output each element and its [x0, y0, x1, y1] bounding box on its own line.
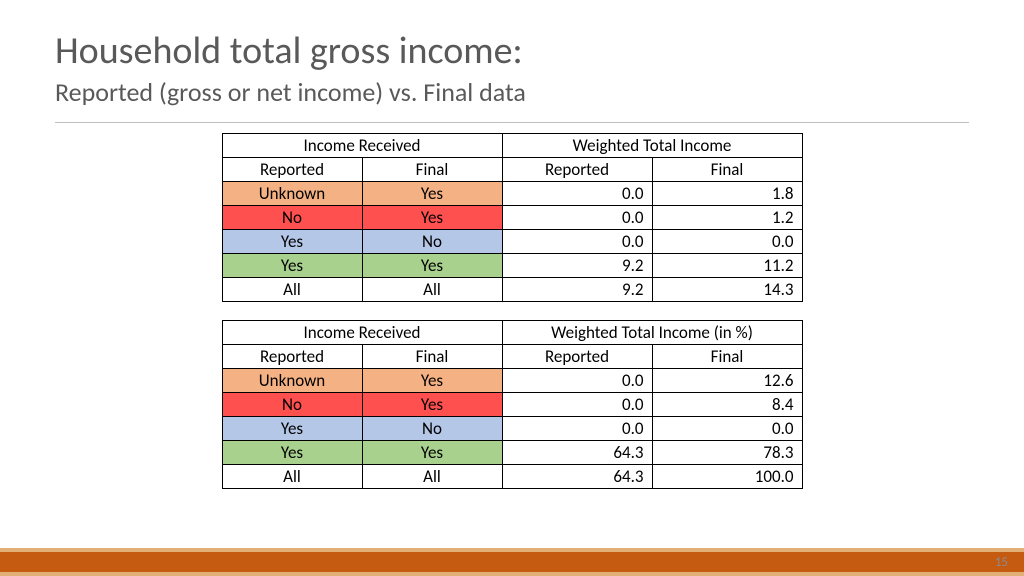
subheader-final: Final [652, 158, 802, 182]
header-weighted-total: Weighted Total Income [502, 134, 802, 158]
table-row: All All 9.2 14.3 [222, 278, 802, 302]
table-row: Yes No 0.0 0.0 [222, 417, 802, 441]
cell-value: 9.2 [502, 278, 652, 302]
cell-label: Yes [362, 254, 502, 278]
footer-bar [0, 548, 1024, 576]
subheader-reported: Reported [222, 158, 362, 182]
income-table-absolute: Income Received Weighted Total Income Re… [222, 133, 803, 302]
subheader-reported: Reported [222, 345, 362, 369]
cell-label: No [362, 417, 502, 441]
subheader-final: Final [652, 345, 802, 369]
cell-label: Yes [362, 369, 502, 393]
cell-value: 0.0 [502, 393, 652, 417]
cell-label: Yes [362, 441, 502, 465]
subheader-final: Final [362, 345, 502, 369]
table-row: All All 64.3 100.0 [222, 465, 802, 489]
cell-value: 14.3 [652, 278, 802, 302]
cell-value: 0.0 [652, 230, 802, 254]
header-income-received: Income Received [222, 321, 502, 345]
footer-bar-inner [0, 552, 1024, 572]
cell-value: 0.0 [502, 369, 652, 393]
cell-value: 0.0 [652, 417, 802, 441]
cell-label: Yes [362, 182, 502, 206]
cell-value: 64.3 [502, 441, 652, 465]
cell-value: 12.6 [652, 369, 802, 393]
subheader-reported: Reported [502, 345, 652, 369]
cell-value: 9.2 [502, 254, 652, 278]
cell-label: Unknown [222, 369, 362, 393]
cell-label: All [362, 465, 502, 489]
cell-label: All [222, 465, 362, 489]
table-row: Yes Yes 64.3 78.3 [222, 441, 802, 465]
cell-value: 78.3 [652, 441, 802, 465]
cell-label: Yes [222, 230, 362, 254]
table-row: Yes Yes 9.2 11.2 [222, 254, 802, 278]
cell-value: 64.3 [502, 465, 652, 489]
cell-value: 100.0 [652, 465, 802, 489]
title-rule [55, 122, 969, 123]
slide-title: Household total gross income: [55, 28, 969, 74]
cell-label: Yes [222, 441, 362, 465]
cell-label: Yes [222, 417, 362, 441]
cell-value: 0.0 [502, 206, 652, 230]
table-row: Unknown Yes 0.0 1.8 [222, 182, 802, 206]
cell-label: Yes [362, 393, 502, 417]
table-row: Unknown Yes 0.0 12.6 [222, 369, 802, 393]
cell-label: Yes [222, 254, 362, 278]
cell-value: 11.2 [652, 254, 802, 278]
slide-subtitle: Reported (gross or net income) vs. Final… [55, 76, 969, 108]
header-income-received: Income Received [222, 134, 502, 158]
subheader-final: Final [362, 158, 502, 182]
cell-label: No [222, 393, 362, 417]
subheader-reported: Reported [502, 158, 652, 182]
cell-value: 1.8 [652, 182, 802, 206]
tables-container: Income Received Weighted Total Income Re… [0, 133, 1024, 489]
cell-value: 0.0 [502, 182, 652, 206]
cell-label: All [222, 278, 362, 302]
cell-value: 1.2 [652, 206, 802, 230]
page-number: 15 [995, 555, 1008, 570]
cell-label: Yes [362, 206, 502, 230]
table-row: No Yes 0.0 8.4 [222, 393, 802, 417]
cell-label: No [222, 206, 362, 230]
cell-value: 0.0 [502, 417, 652, 441]
cell-label: No [362, 230, 502, 254]
cell-label: All [362, 278, 502, 302]
table-row: No Yes 0.0 1.2 [222, 206, 802, 230]
cell-label: Unknown [222, 182, 362, 206]
table-row: Yes No 0.0 0.0 [222, 230, 802, 254]
cell-value: 8.4 [652, 393, 802, 417]
header-weighted-total: Weighted Total Income (in %) [502, 321, 802, 345]
income-table-percent: Income Received Weighted Total Income (i… [222, 320, 803, 489]
title-block: Household total gross income: Reported (… [0, 0, 1024, 116]
cell-value: 0.0 [502, 230, 652, 254]
